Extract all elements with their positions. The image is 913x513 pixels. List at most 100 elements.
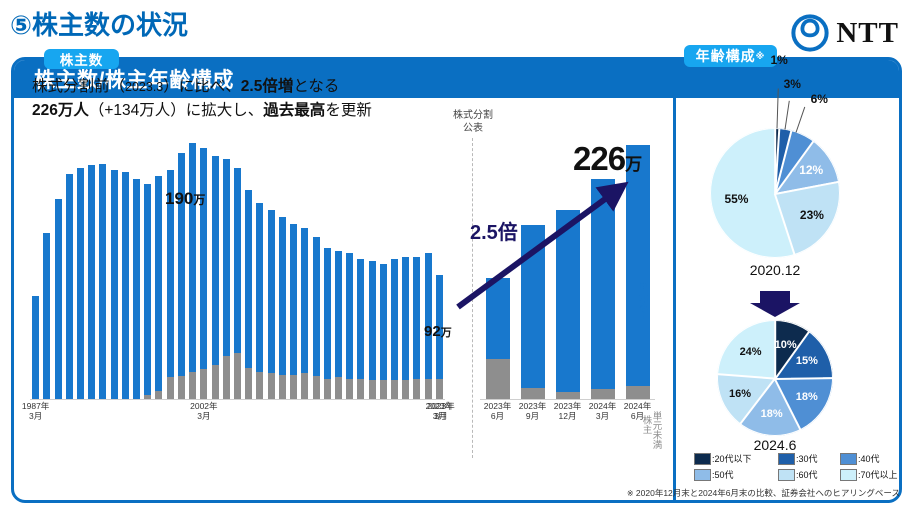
footnote-star: ※ — [626, 489, 634, 498]
recent-bar-subunit — [555, 392, 580, 399]
legend-swatch — [840, 468, 857, 481]
split-announcement-note: 株式分割 公表 — [453, 110, 493, 134]
history-bar — [379, 264, 387, 399]
history-bar — [189, 142, 197, 399]
history-bar-subunit — [379, 380, 387, 399]
recent-bar-subunit — [485, 358, 510, 399]
legend-swatch — [778, 468, 795, 481]
footnote-text: 2020年12月末と2024年6月末の比較、証券会社へのヒアリングベース — [635, 488, 900, 498]
recent-axis-label: 2023年 3月 — [427, 401, 455, 421]
recent-226-value: 226 — [573, 140, 626, 177]
legend-label: :50代 — [712, 470, 734, 480]
multiplier-annotation: 2.5倍 — [470, 222, 518, 244]
recent-226-annotation: 226万 — [573, 140, 642, 178]
legend-item: :50代 — [694, 468, 778, 481]
series-label-unit-holder: 単元株主 — [636, 282, 648, 320]
history-bar — [133, 178, 141, 399]
bottom-strip — [0, 508, 913, 513]
history-bar-subunit — [301, 373, 309, 399]
history-peak-value: 190 — [165, 189, 194, 208]
ntt-logo: NTT — [791, 14, 899, 52]
legend-swatch — [694, 452, 711, 465]
pie-slice-label: 18% — [760, 407, 783, 420]
history-92-annotation: 92万 — [424, 323, 452, 340]
badge-age-composition-label: 年齢構成 — [695, 48, 756, 64]
legend-label: :60代 — [796, 470, 818, 480]
transition-down-arrow-icon — [750, 291, 800, 317]
recent-axis-label: 2024年 3月 — [588, 401, 617, 421]
pie-slice-label: 3% — [783, 76, 801, 91]
history-axis-label: 1987年 3月 — [21, 401, 50, 421]
pie-chart-2020: 1% 3% 6% 12% 23% 55% — [710, 53, 840, 258]
history-bar-subunit — [435, 378, 443, 399]
history-bar-subunit — [402, 380, 410, 399]
history-bar — [435, 274, 443, 399]
series-label-sub-unit-b: 単元未満 — [650, 411, 662, 449]
pie-slice-label: 18% — [795, 391, 818, 404]
lead-l2-bold1: 226万人 — [32, 102, 89, 120]
legend-swatch — [694, 468, 711, 481]
history-bar-subunit — [200, 369, 208, 399]
recent-axis-label: 2023年 9月 — [518, 401, 547, 421]
pie-slice-label: 12% — [799, 163, 824, 177]
history-bar — [155, 176, 163, 399]
history-bar — [278, 216, 286, 399]
badge-shareholder-count-label: 株主数 — [59, 53, 104, 68]
history-92-unit: 万 — [440, 327, 452, 339]
history-bar — [110, 169, 118, 399]
legend-label: :70代以上 — [858, 470, 898, 480]
history-bar — [368, 261, 376, 399]
footnote: ※ 2020年12月末と2024年6月末の比較、証券会社へのヒアリングベース — [580, 487, 900, 499]
legend-swatch — [840, 452, 857, 465]
history-bar-subunit — [391, 380, 399, 399]
panel-divider — [673, 98, 676, 500]
history-bar — [301, 227, 309, 399]
history-bar — [424, 253, 432, 399]
history-bar — [312, 237, 320, 399]
pie-slice-label: 6% — [810, 91, 828, 106]
badge-age-superscript: ※ — [755, 50, 766, 61]
recent-axis-label: 2023年 6月 — [483, 401, 512, 421]
history-bar — [200, 147, 208, 399]
history-bar — [43, 232, 51, 399]
legend-item: :30代 — [778, 452, 840, 465]
history-bar — [234, 168, 241, 399]
history-bar-subunit — [189, 372, 197, 399]
history-bar-subunit — [312, 376, 320, 399]
history-bar — [144, 184, 152, 399]
recent-bar — [590, 178, 615, 399]
recent-baseline — [480, 399, 655, 400]
history-peak-unit: 万 — [193, 193, 206, 207]
history-bar — [211, 156, 219, 399]
series-label-sub-unit-a: 株主 — [640, 415, 652, 434]
lead-l2-a: （+134万人）に拡大し、 — [88, 102, 264, 120]
history-bar — [88, 165, 96, 399]
history-bar — [99, 164, 107, 399]
pie-legend: :20代以下:30代:40代:50代:60代:70代以上 — [694, 452, 904, 484]
history-bar-subunit — [267, 373, 275, 399]
history-bar — [413, 257, 421, 399]
legend-item: :20代以下 — [694, 452, 778, 465]
pie-slice-label: 55% — [724, 192, 749, 207]
history-bar — [121, 172, 129, 399]
badge-age-composition: 年齢構成 ※ — [684, 45, 777, 67]
history-bar-subunit — [211, 365, 219, 399]
history-bar-subunit — [245, 367, 253, 399]
pie-2020-caption: 2020.12 — [749, 262, 801, 278]
pie-slice-label: 24% — [739, 345, 762, 358]
history-peak-annotation: 190万 — [165, 189, 205, 209]
history-bar-subunit — [368, 380, 376, 399]
legend-item: :70代以上 — [840, 468, 902, 481]
legend-label: :30代 — [796, 454, 818, 464]
history-baseline — [30, 399, 445, 400]
pie-slice-label: 23% — [799, 207, 824, 222]
legend-item: :60代 — [778, 468, 840, 481]
page-title: ⑤株主数の状況 — [10, 10, 189, 40]
recent-bar-subunit — [520, 387, 545, 399]
history-bar — [267, 210, 275, 399]
lead-l1-a: 株式分割前（ — [32, 78, 126, 95]
history-bar — [357, 258, 365, 399]
history-bar-subunit — [323, 378, 331, 399]
history-bar — [65, 173, 73, 399]
